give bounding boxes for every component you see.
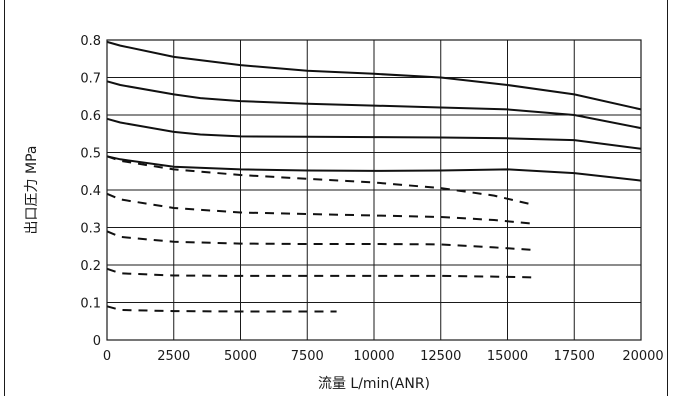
x-tick-labels: 0 2500 5000 7500 10000 12500 15000 17500 20000 xyxy=(103,349,664,364)
dashed-curve-7 xyxy=(106,267,535,279)
solid-curve-0 xyxy=(106,40,642,111)
y-tick-label: 0.5 xyxy=(80,147,101,162)
x-axis-title: 流量 L/min(ANR) xyxy=(318,376,430,392)
y-tick-label: 0.6 xyxy=(80,109,101,124)
grid-lines xyxy=(106,39,642,341)
x-tick-label: 10000 xyxy=(353,349,394,364)
dashed-curve-6 xyxy=(106,230,535,251)
chart-frame xyxy=(4,0,668,396)
y-tick-labels: 0 0.1 0.2 0.3 0.4 0.5 0.6 0.7 0.8 xyxy=(80,34,101,349)
y-tick-label: 0.2 xyxy=(80,259,101,274)
x-tick-label: 12500 xyxy=(420,349,461,364)
y-tick-label: 0.8 xyxy=(80,34,101,49)
plot-area-border xyxy=(106,39,642,341)
y-tick-label: 0.1 xyxy=(80,297,101,312)
y-axis-title: 出口圧力 MPa xyxy=(24,146,40,235)
y-tick-label: 0.7 xyxy=(80,72,101,87)
x-tick-label: 17500 xyxy=(554,349,595,364)
dashed-curve-5 xyxy=(106,192,535,225)
x-tick-label: 20000 xyxy=(622,349,663,364)
solid-curve-1 xyxy=(106,80,642,130)
solid-curve-2 xyxy=(106,117,642,150)
x-tick-label: 2500 xyxy=(157,349,190,364)
y-tick-label: 0 xyxy=(93,334,101,349)
dashed-curve-8 xyxy=(106,305,337,313)
x-tick-label: 5000 xyxy=(224,349,257,364)
solid-curve-3 xyxy=(106,155,642,182)
y-tick-label: 0.4 xyxy=(80,184,101,199)
x-tick-label: 15000 xyxy=(487,349,528,364)
y-tick-label: 0.3 xyxy=(80,222,101,237)
x-tick-label: 7500 xyxy=(291,349,324,364)
dashed-curve-4 xyxy=(106,155,535,206)
x-tick-label: 0 xyxy=(103,349,111,364)
curves xyxy=(106,40,642,313)
